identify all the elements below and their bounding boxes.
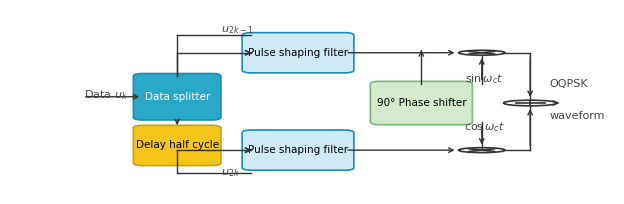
Text: Pulse shaping filter: Pulse shaping filter	[248, 48, 348, 58]
Text: $u_{2k}$: $u_{2k}$	[221, 167, 240, 179]
Text: Data $u_k$: Data $u_k$	[84, 88, 128, 102]
Text: $u_{2k-1}$: $u_{2k-1}$	[221, 24, 253, 36]
Ellipse shape	[504, 100, 557, 106]
FancyBboxPatch shape	[242, 33, 354, 73]
Text: $\cos\omega_c t$: $\cos\omega_c t$	[464, 121, 505, 134]
Text: 90° Phase shifter: 90° Phase shifter	[376, 98, 466, 108]
Text: $\sin\omega_c t$: $\sin\omega_c t$	[465, 72, 504, 85]
Ellipse shape	[459, 50, 505, 55]
FancyBboxPatch shape	[134, 125, 221, 165]
FancyBboxPatch shape	[242, 130, 354, 170]
Text: OQPSK: OQPSK	[550, 79, 588, 89]
Text: Delay half cycle: Delay half cycle	[135, 140, 218, 150]
FancyBboxPatch shape	[370, 81, 472, 125]
FancyBboxPatch shape	[134, 73, 221, 120]
Text: Data splitter: Data splitter	[145, 92, 210, 102]
Text: waveform: waveform	[550, 111, 605, 121]
Text: Pulse shaping filter: Pulse shaping filter	[248, 145, 348, 155]
Ellipse shape	[459, 148, 505, 153]
